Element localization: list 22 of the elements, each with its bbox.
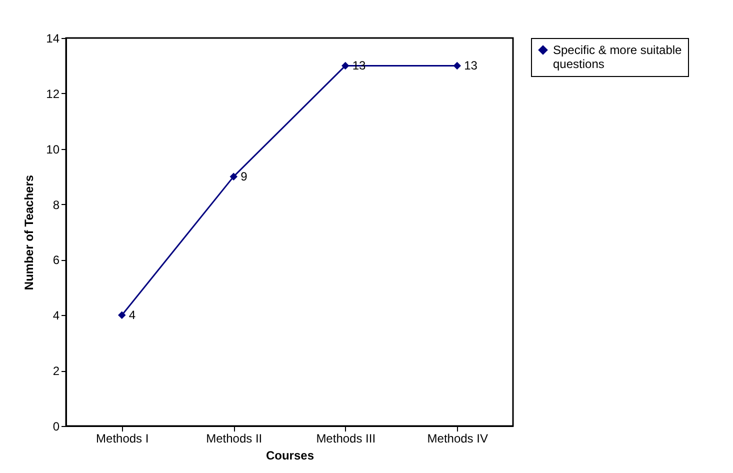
y-tick-label: 12	[46, 86, 60, 101]
data-label: 9	[240, 170, 248, 184]
point	[453, 62, 461, 70]
x-axis-title: Courses	[266, 448, 314, 462]
point	[230, 172, 238, 180]
point	[118, 311, 126, 320]
y-tick-label: 10	[46, 142, 60, 156]
y-tick-label: 8	[52, 198, 60, 212]
y-tick-label: 0	[52, 420, 60, 434]
point	[342, 62, 350, 70]
y-tick-label: 4	[52, 308, 60, 323]
x-tick-label: Methods I	[96, 432, 149, 446]
data-label: 4	[128, 308, 136, 322]
data-label: 13	[464, 58, 478, 73]
x-tick-label: Methods II	[206, 432, 262, 446]
y-tick-label: 2	[52, 364, 60, 378]
y-tick-label: 14	[46, 32, 60, 46]
y-axis-title: Number of Teachers	[22, 174, 36, 290]
x-tick-label: Methods IV	[427, 432, 488, 446]
y-tick-label: 6	[52, 253, 60, 268]
legend-label: Specific & more suitable questions	[553, 43, 682, 71]
x-tick-label: Methods III	[316, 432, 376, 446]
